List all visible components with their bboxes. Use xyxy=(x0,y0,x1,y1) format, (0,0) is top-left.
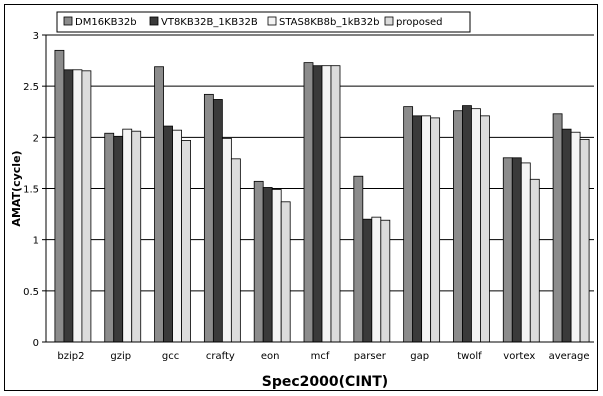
bar-bzip2-1 xyxy=(63,69,74,343)
bar-twolf-1 xyxy=(462,105,472,343)
bar-average-0 xyxy=(552,113,563,343)
bar-gzip-1 xyxy=(113,135,124,343)
x-tick-label: eon xyxy=(261,351,280,362)
x-tick-label: gcc xyxy=(162,351,179,362)
bar-gcc-0 xyxy=(154,66,164,343)
bar-eon-2 xyxy=(271,189,282,343)
bar-bzip2-0 xyxy=(54,49,65,343)
bar-gzip-2 xyxy=(122,128,133,343)
bar-twolf-0 xyxy=(453,110,463,343)
bar-mcf-1 xyxy=(312,65,323,343)
bar-parser-1 xyxy=(362,218,373,343)
legend: DM16KB32b VT8KB32B_1KB32B STAS8KB8b_1kB32b… xyxy=(56,11,471,33)
chart-frame xyxy=(4,4,598,391)
bar-average-1 xyxy=(561,128,572,343)
bar-vortex-0 xyxy=(502,157,513,343)
legend-swatch xyxy=(63,16,73,26)
x-tick-label: bzip2 xyxy=(57,351,84,362)
y-tick-label: 2.5 xyxy=(23,82,39,93)
x-axis-title: Spec2000(CINT) xyxy=(262,374,388,390)
x-tick-label: parser xyxy=(354,351,387,362)
bar-gap-0 xyxy=(403,106,414,343)
bar-gap-2 xyxy=(421,115,432,343)
y-tick-label: 3 xyxy=(33,31,39,42)
bar-bzip2-3 xyxy=(81,70,92,343)
bar-twolf-2 xyxy=(471,108,481,343)
x-tick-label: mcf xyxy=(311,351,330,362)
bars xyxy=(54,49,590,343)
bar-crafty-3 xyxy=(230,158,241,343)
legend-swatch xyxy=(149,16,159,26)
bar-parser-3 xyxy=(380,219,391,343)
y-tick-label: 0.5 xyxy=(23,287,39,298)
x-tick-label: gzip xyxy=(110,351,131,362)
bar-eon-1 xyxy=(262,187,273,343)
bar-gcc-1 xyxy=(163,125,173,343)
y-tick-label: 2 xyxy=(33,133,39,144)
legend-label: VT8KB32B_1KB32B xyxy=(161,17,258,28)
bar-average-3 xyxy=(579,138,590,343)
bar-average-2 xyxy=(570,131,581,343)
bar-crafty-1 xyxy=(212,99,223,343)
bar-mcf-0 xyxy=(303,62,314,343)
bar-gcc-3 xyxy=(181,140,191,343)
bar-twolf-3 xyxy=(480,115,490,343)
legend-label: STAS8KB8b_1kB32b xyxy=(279,17,379,28)
bar-vortex-2 xyxy=(520,162,531,343)
bar-gcc-2 xyxy=(172,129,182,343)
legend-label: DM16KB32b xyxy=(75,17,137,28)
y-tick-label: 1.5 xyxy=(23,185,39,196)
bar-eon-3 xyxy=(280,201,291,343)
bar-eon-0 xyxy=(253,180,264,343)
legend-label: proposed xyxy=(396,17,443,28)
legend-box xyxy=(56,11,471,33)
bar-gzip-3 xyxy=(131,130,142,343)
bar-gap-3 xyxy=(430,117,441,343)
bar-crafty-2 xyxy=(221,137,232,343)
bar-gap-1 xyxy=(412,115,423,343)
bar-mcf-3 xyxy=(330,65,341,343)
x-tick-label: average xyxy=(549,351,590,362)
x-tick-label: crafty xyxy=(206,351,235,362)
bar-mcf-2 xyxy=(321,65,332,343)
bar-parser-2 xyxy=(371,216,382,343)
y-axis-title: AMAT(cycle) xyxy=(10,150,23,226)
bar-vortex-3 xyxy=(529,178,540,343)
bar-gzip-0 xyxy=(104,132,115,343)
y-tick-labels: 0 0.5 1 1.5 2 2.5 3 xyxy=(23,31,46,349)
bar-vortex-1 xyxy=(511,157,522,343)
legend-swatch xyxy=(267,16,277,26)
bar-bzip2-2 xyxy=(72,69,83,343)
x-tick-labels: bzip2 gzip gcc crafty eon mcf parser gap twolf vo… xyxy=(57,351,589,362)
legend-swatch xyxy=(384,16,394,26)
x-tick-label: vortex xyxy=(503,351,535,362)
y-tick-label: 1 xyxy=(33,236,39,247)
x-tick-label: gap xyxy=(410,351,429,362)
x-tick-label: twolf xyxy=(457,351,482,362)
bar-crafty-0 xyxy=(203,93,214,343)
y-tick-label: 0 xyxy=(33,338,39,349)
bar-parser-0 xyxy=(353,175,364,343)
